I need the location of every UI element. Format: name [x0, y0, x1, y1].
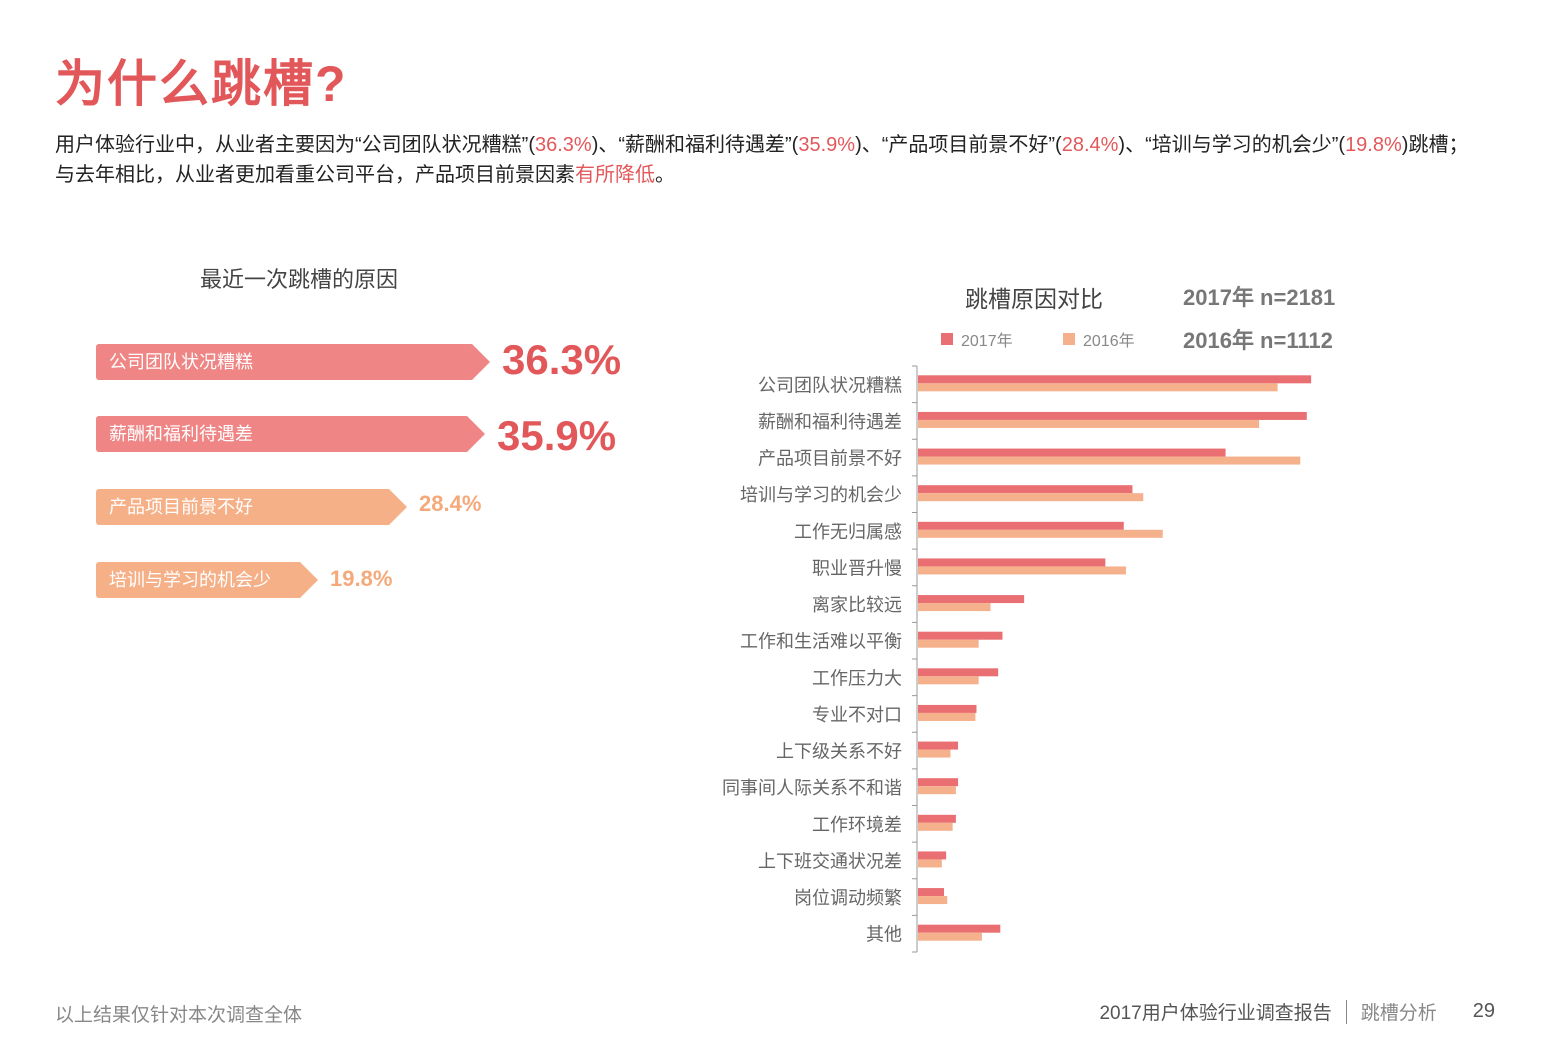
bar-2017 — [918, 558, 1106, 567]
bar-2016 — [918, 896, 948, 905]
bar-2016 — [918, 639, 979, 648]
bar-2016 — [918, 859, 942, 868]
reason-bar: 薪酬和福利待遇差 — [96, 416, 485, 452]
category-label: 工作压力大 — [812, 668, 902, 688]
bar-2017 — [918, 521, 1124, 530]
category-label: 公司团队状况糟糕 — [758, 375, 902, 395]
bar-2016 — [918, 749, 951, 758]
reason-percent: 36.3% — [502, 336, 622, 383]
bar-2016 — [918, 566, 1126, 575]
legend-item-2016: 2016年 — [1063, 327, 1135, 351]
intro-line-1: 用户体验行业中，从业者主要因为“公司团队状况糟糕”(36.3%)、“薪酬和福利待… — [55, 134, 1469, 156]
category-label: 离家比较远 — [812, 595, 902, 615]
reason-bar: 产品项目前景不好 — [96, 489, 407, 525]
reason-bar: 公司团队状况糟糕 — [96, 344, 490, 380]
category-label: 岗位调动频繁 — [794, 888, 902, 908]
bar-2017 — [918, 448, 1226, 457]
bar-2017 — [918, 924, 1001, 933]
bar-2017 — [918, 485, 1133, 494]
bar-2016 — [918, 822, 953, 831]
bar-2016 — [918, 603, 991, 612]
bar-2017 — [918, 741, 959, 750]
footer-note: 以上结果仅针对本次调查全体 — [55, 1005, 303, 1026]
n-label-2016: 2016年 n=1112 — [1183, 328, 1333, 353]
bar-2016 — [918, 456, 1301, 465]
reason-bar: 培训与学习的机会少 — [96, 562, 318, 598]
bar-2017 — [918, 814, 956, 823]
category-label: 其他 — [866, 925, 902, 945]
bar-2016 — [918, 529, 1163, 538]
bar-2016 — [918, 676, 979, 685]
legend-label-2016: 2016年 — [1083, 333, 1135, 350]
intro-pct-3: 28.4% — [1061, 134, 1119, 156]
intro-pct-4: 19.8% — [1345, 134, 1402, 156]
intro-pct-2: 35.9% — [798, 134, 856, 156]
bar-2017 — [918, 851, 947, 860]
bar-2017 — [918, 595, 1025, 604]
category-label: 培训与学习的机会少 — [740, 485, 902, 505]
legend-label-2017: 2017年 — [961, 333, 1013, 350]
reason-percent: 28.4% — [419, 491, 482, 516]
bar-2016 — [918, 419, 1260, 428]
legend-swatch-2017 — [941, 333, 953, 345]
bar-2017 — [918, 668, 999, 677]
bar-2017 — [918, 631, 1003, 640]
bar-2016 — [918, 786, 956, 795]
bar-2017 — [918, 778, 959, 787]
bar-2017 — [918, 375, 1312, 384]
bar-2016 — [918, 383, 1278, 392]
category-label: 工作和生活难以平衡 — [740, 632, 902, 652]
category-label: 薪酬和福利待遇差 — [758, 412, 902, 432]
footer-section: 跳槽分析 — [1360, 1003, 1437, 1024]
reason-percent: 19.8% — [330, 566, 393, 591]
intro-line-2: 与去年相比，从业者更加看重公司平台，产品项目前景因素有所降低。 — [55, 164, 675, 186]
bar-2017 — [918, 888, 944, 897]
bar-2017 — [918, 411, 1307, 420]
footer-divider — [1345, 999, 1347, 1024]
bar-2017 — [918, 704, 977, 713]
intro-text: 用户体验行业中，从业者主要因为“公司团队状况糟糕”(36.3%)、“薪酬和福利待… — [55, 130, 1475, 190]
category-label: 工作环境差 — [812, 815, 902, 835]
n-label-2017: 2017年 n=2181 — [1183, 285, 1336, 310]
category-label: 上下班交通状况差 — [758, 851, 902, 871]
category-label: 产品项目前景不好 — [758, 449, 902, 469]
page-number: 29 — [1472, 1000, 1495, 1022]
reason-percent: 35.9% — [497, 412, 617, 459]
bar-2016 — [918, 493, 1144, 502]
category-label: 工作无归属感 — [794, 522, 902, 542]
left-panel-title: 最近一次跳槽的原因 — [200, 267, 399, 292]
bar-2016 — [918, 932, 982, 941]
bar-2016 — [918, 712, 976, 721]
intro-pct-1: 36.3% — [534, 134, 592, 156]
chart-title: 跳槽原因对比 — [965, 286, 1103, 312]
footer-report-title: 2017用户体验行业调查报告 — [1099, 1003, 1332, 1024]
page-title: 为什么跳槽? — [55, 56, 348, 112]
footer-info: 2017用户体验行业调查报告 跳槽分析 29 — [1099, 998, 1495, 1025]
legend-swatch-2016 — [1063, 333, 1075, 345]
category-label: 上下级关系不好 — [776, 742, 902, 762]
legend-item-2017: 2017年 — [941, 327, 1013, 351]
intro-highlight: 有所降低 — [575, 164, 655, 186]
category-label: 专业不对口 — [812, 705, 902, 725]
category-label: 同事间人际关系不和谐 — [722, 778, 902, 798]
category-label: 职业晋升慢 — [812, 558, 902, 578]
